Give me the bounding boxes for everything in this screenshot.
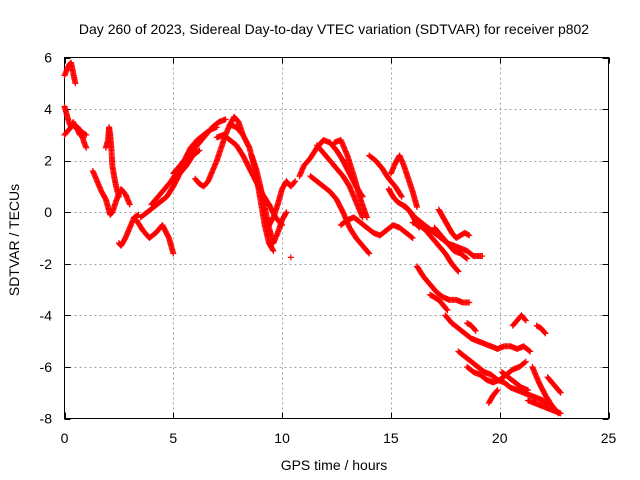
data-point <box>454 267 461 274</box>
y-tick-label: 4 <box>44 101 52 117</box>
data-point <box>292 178 299 185</box>
y-tick-label: 6 <box>44 50 52 66</box>
data-point <box>196 147 203 154</box>
data-point <box>222 116 229 123</box>
data-point <box>556 388 563 395</box>
data-point <box>408 234 415 241</box>
y-axis-label: SDTVAR / TECUs <box>6 184 22 296</box>
data-point <box>195 148 202 155</box>
data-point <box>542 330 549 337</box>
data-point <box>493 388 500 395</box>
data-point <box>409 235 416 241</box>
y-tick-label: 0 <box>44 204 52 220</box>
data-point <box>283 209 290 216</box>
data-point <box>363 214 370 221</box>
data-point <box>291 179 298 186</box>
plot-frame <box>64 57 609 419</box>
data-point <box>541 329 548 336</box>
x-tick-label: 15 <box>383 430 399 446</box>
data-point <box>521 359 528 366</box>
data-point <box>522 317 529 324</box>
data-point <box>444 307 451 314</box>
data-point <box>287 254 294 261</box>
data-point <box>471 326 478 333</box>
x-tick-label: 25 <box>601 430 617 446</box>
data-point <box>398 192 405 199</box>
data-point <box>466 232 473 239</box>
grid <box>64 57 609 419</box>
data-point <box>557 389 564 396</box>
data-point <box>455 268 462 275</box>
x-axis-label: GPS time / hours <box>281 457 388 473</box>
data-points <box>61 59 564 417</box>
data-point <box>170 250 177 257</box>
y-tick-label: -4 <box>40 307 53 323</box>
data-point <box>527 348 534 355</box>
data-point <box>115 193 122 200</box>
x-tick-label: 0 <box>61 430 69 446</box>
chart-title: Day 260 of 2023, Sidereal Day-to-day VTE… <box>79 21 589 37</box>
axis-ticks <box>64 57 610 420</box>
y-tick-label: -8 <box>40 411 53 427</box>
data-point <box>83 131 90 138</box>
data-point <box>472 327 479 334</box>
x-tick-label: 5 <box>169 430 177 446</box>
data-point <box>126 201 133 208</box>
data-point <box>464 255 471 262</box>
data-point <box>465 231 472 238</box>
data-point <box>479 253 486 260</box>
x-tick-label: 20 <box>492 430 508 446</box>
data-point <box>526 347 533 354</box>
y-tick-label: 2 <box>44 153 52 169</box>
data-point <box>282 210 289 217</box>
data-point <box>270 247 277 254</box>
data-point <box>398 193 405 200</box>
data-point <box>494 387 501 394</box>
data-point <box>466 299 473 306</box>
data-point <box>269 246 276 253</box>
data-point <box>521 316 528 323</box>
data-point <box>365 249 372 256</box>
data-point <box>414 204 421 211</box>
data-point <box>83 144 90 151</box>
data-point <box>443 306 450 313</box>
x-tick-labels: 0 5 10 15 20 25 <box>61 430 617 446</box>
data-point <box>72 80 79 87</box>
data-point <box>366 250 373 257</box>
data-point <box>134 212 141 219</box>
data-point <box>524 387 531 394</box>
data-point <box>557 410 564 417</box>
data-point <box>82 131 89 138</box>
y-tick-labels: -8 -6 -4 -2 0 2 4 6 <box>40 50 53 427</box>
y-tick-label: -6 <box>40 359 53 375</box>
y-tick-label: -2 <box>40 256 53 272</box>
x-tick-label: 10 <box>274 430 290 446</box>
data-point <box>522 358 529 365</box>
data-point <box>462 254 469 261</box>
